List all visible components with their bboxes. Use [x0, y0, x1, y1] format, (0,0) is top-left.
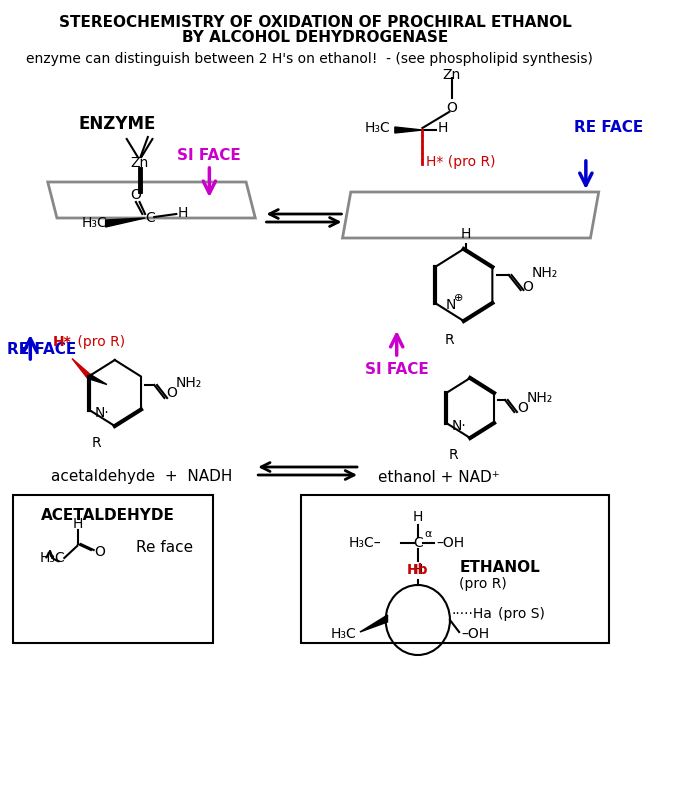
Text: –OH: –OH: [436, 536, 464, 550]
Text: Re face: Re face: [136, 540, 193, 556]
Text: O: O: [166, 386, 177, 400]
Polygon shape: [88, 375, 107, 384]
Text: R: R: [91, 436, 101, 450]
Text: RE FACE: RE FACE: [574, 121, 643, 135]
Text: SI FACE: SI FACE: [365, 362, 429, 377]
Text: α: α: [425, 529, 431, 539]
Text: H: H: [438, 121, 449, 135]
Text: acetaldehyde  +  NADH: acetaldehyde + NADH: [51, 470, 232, 484]
Text: ·····Ha: ·····Ha: [452, 607, 493, 621]
Text: C: C: [145, 211, 155, 225]
Text: H*: H*: [53, 335, 71, 349]
Text: enzyme can distinguish between 2 H's on ethanol!  - (see phospholipid synthesis): enzyme can distinguish between 2 H's on …: [25, 52, 593, 66]
Text: Zn: Zn: [442, 68, 461, 82]
Text: (pro R): (pro R): [74, 335, 126, 349]
Polygon shape: [72, 358, 91, 379]
Text: R: R: [444, 333, 454, 347]
Text: H₃C: H₃C: [365, 121, 390, 135]
Text: Hb: Hb: [407, 563, 429, 577]
Text: R: R: [449, 448, 458, 462]
Text: O: O: [95, 545, 106, 559]
Text: O: O: [447, 101, 458, 115]
Text: C: C: [413, 536, 423, 550]
Text: ethanol + NAD⁺: ethanol + NAD⁺: [379, 470, 500, 484]
Text: STEREOCHEMISTRY OF OXIDATION OF PROCHIRAL ETHANOL: STEREOCHEMISTRY OF OXIDATION OF PROCHIRA…: [58, 15, 572, 30]
Text: ETHANOL: ETHANOL: [459, 560, 540, 576]
FancyArrowPatch shape: [46, 551, 59, 561]
Text: N·: N·: [452, 419, 466, 433]
Text: ENZYME: ENZYME: [79, 115, 156, 133]
Polygon shape: [106, 218, 145, 227]
Polygon shape: [395, 127, 423, 133]
Text: SI FACE: SI FACE: [177, 148, 241, 163]
Text: H: H: [73, 517, 83, 531]
Text: NH₂: NH₂: [175, 376, 202, 390]
Text: O: O: [517, 401, 528, 415]
Text: Zn: Zn: [131, 156, 148, 170]
Text: (pro R): (pro R): [459, 577, 507, 591]
Text: H: H: [460, 227, 471, 241]
Text: ACETALDEHYDE: ACETALDEHYDE: [41, 508, 175, 523]
Text: H* (pro R): H* (pro R): [426, 155, 495, 169]
Text: H: H: [177, 206, 188, 220]
Text: (pro S): (pro S): [497, 607, 545, 621]
Text: O: O: [523, 280, 533, 294]
Text: RE FACE: RE FACE: [8, 342, 76, 358]
Text: H₃C: H₃C: [39, 551, 65, 565]
Text: H₃C: H₃C: [330, 627, 357, 641]
Text: O: O: [131, 188, 142, 202]
Text: H₃C: H₃C: [82, 216, 107, 230]
Text: ⊕: ⊕: [454, 293, 464, 303]
Text: H: H: [413, 563, 423, 577]
Text: H: H: [413, 510, 423, 524]
Text: BY ALCOHOL DEHYDROGENASE: BY ALCOHOL DEHYDROGENASE: [182, 30, 448, 45]
Text: N·: N·: [95, 406, 109, 420]
Text: N: N: [446, 298, 456, 312]
Text: –OH: –OH: [461, 627, 489, 641]
Text: H₃C–: H₃C–: [348, 536, 381, 550]
Text: NH₂: NH₂: [532, 266, 558, 280]
Polygon shape: [360, 615, 387, 632]
Text: NH₂: NH₂: [526, 391, 552, 405]
